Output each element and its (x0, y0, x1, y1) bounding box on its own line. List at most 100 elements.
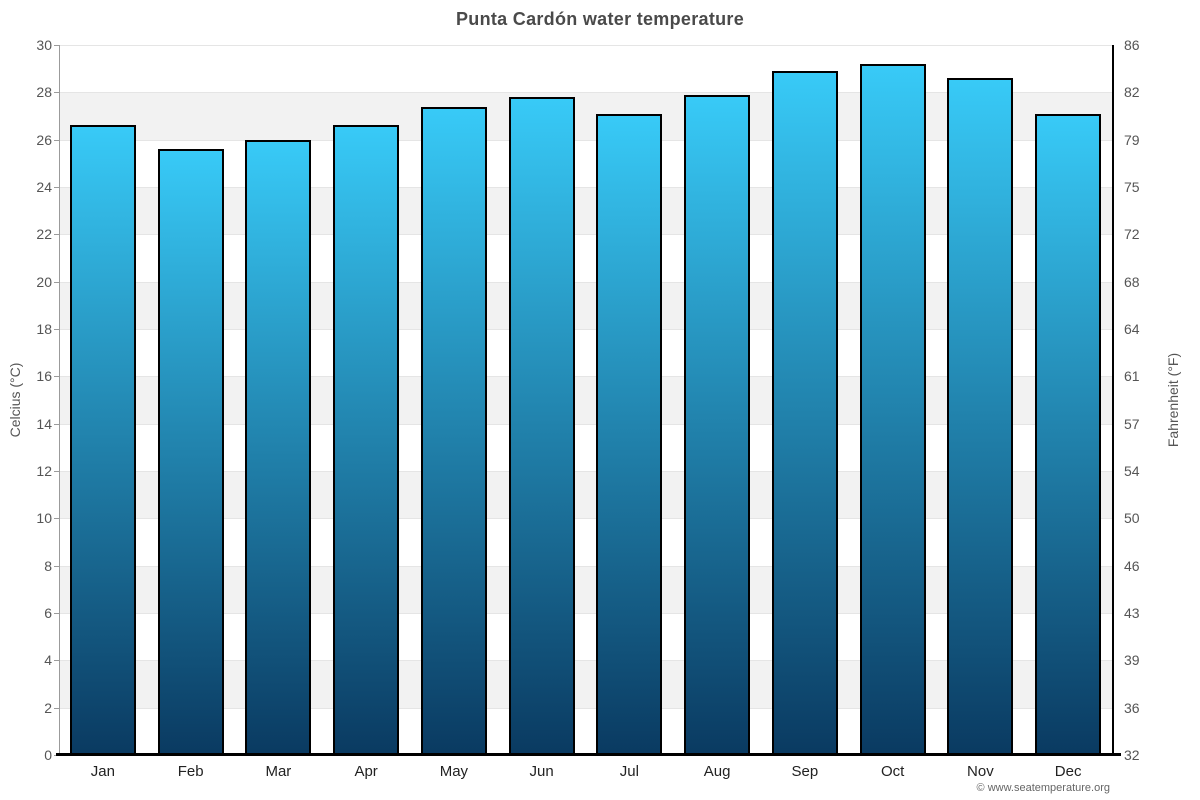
plot-band (59, 518, 1112, 566)
month-label-aug: Aug (703, 763, 731, 780)
celsius-tick-label: 4 (44, 652, 52, 669)
celsius-tick-mark (54, 139, 59, 141)
celsius-tick-label: 28 (36, 84, 52, 101)
bar-mar (245, 139, 312, 755)
celsius-tick-mark (54, 471, 59, 472)
gridline (59, 660, 1112, 662)
fahrenheit-tick-label: 75 (1124, 179, 1140, 195)
fahrenheit-tick-label: 36 (1124, 699, 1140, 716)
plot-band (59, 707, 1112, 755)
celsius-tick-mark (54, 423, 59, 425)
y-axis-line-celsius (59, 45, 60, 755)
plot-band (59, 660, 1112, 708)
plot-band (59, 613, 1112, 661)
x-axis-line (56, 753, 1121, 756)
celsius-tick-label: 0 (44, 747, 52, 763)
fahrenheit-tick-label: 46 (1124, 557, 1140, 574)
celsius-tick-label: 10 (36, 510, 52, 527)
gridline (59, 565, 1112, 567)
month-label-jan: Jan (90, 763, 115, 780)
celsius-tick-label: 30 (36, 37, 52, 53)
bar-feb (157, 149, 224, 755)
celsius-tick-label: 20 (36, 273, 52, 290)
fahrenheit-tick-label: 72 (1124, 226, 1140, 243)
plot-band (59, 234, 1112, 282)
celsius-tick-mark (54, 234, 59, 236)
month-label-apr: Apr (354, 763, 378, 780)
celsius-tick-mark (54, 376, 59, 378)
bar-jul (596, 113, 663, 755)
month-label-jul: Jul (619, 763, 639, 780)
celsius-tick-label: 16 (36, 368, 52, 385)
fahrenheit-tick-label: 43 (1124, 605, 1140, 621)
fahrenheit-tick-label: 82 (1124, 84, 1140, 101)
plot-band (59, 139, 1112, 187)
bar-oct (859, 63, 926, 755)
celsius-tick-label: 24 (36, 179, 52, 195)
celsius-tick-label: 8 (44, 557, 52, 574)
gridline (59, 187, 1112, 188)
gridline (59, 139, 1112, 141)
gridline (59, 92, 1112, 94)
fahrenheit-tick-label: 50 (1124, 510, 1140, 527)
celsius-tick-mark (54, 329, 59, 330)
bar-nov (947, 78, 1014, 755)
fahrenheit-tick-label: 39 (1124, 652, 1140, 669)
celsius-tick-mark (54, 565, 59, 567)
gridline (59, 329, 1112, 330)
gridline (59, 376, 1112, 378)
celsius-tick-label: 6 (44, 605, 52, 621)
bar-jun (508, 97, 575, 755)
month-label-mar: Mar (265, 763, 292, 780)
gridline (59, 423, 1112, 425)
celsius-tick-mark (54, 187, 59, 188)
fahrenheit-tick-label: 57 (1124, 415, 1140, 432)
y-axis-title-celsius: Celcius (°C) (7, 362, 23, 438)
plot-band (59, 281, 1112, 329)
plot-band (59, 565, 1112, 613)
bar-sep (771, 71, 838, 755)
fahrenheit-tick-label: 54 (1124, 463, 1140, 479)
gridline (59, 613, 1112, 614)
chart-title: Punta Cardón water temperature (455, 9, 745, 29)
celsius-tick-label: 18 (36, 321, 52, 337)
plot-band (59, 423, 1112, 471)
plot-band (59, 92, 1112, 140)
bar-apr (333, 125, 400, 755)
fahrenheit-tick-label: 32 (1124, 747, 1140, 763)
fahrenheit-tick-label: 64 (1124, 321, 1140, 337)
celsius-tick-label: 14 (36, 415, 52, 432)
bar-jan (69, 125, 136, 755)
fahrenheit-tick-label: 79 (1124, 131, 1140, 148)
celsius-tick-mark (54, 45, 59, 46)
y-axis-title-fahrenheit: Fahrenheit (°F) (1165, 352, 1181, 448)
gridline (59, 707, 1112, 709)
plot-band (59, 45, 1112, 93)
celsius-tick-label: 12 (36, 463, 52, 479)
month-label-may: May (439, 763, 469, 780)
gridline (59, 471, 1112, 472)
plot-area (59, 45, 1112, 755)
month-label-dec: Dec (1054, 763, 1082, 780)
celsius-tick-mark (54, 92, 59, 94)
month-label-sep: Sep (791, 763, 819, 780)
gridline (59, 281, 1112, 283)
y-axis-line-fahrenheit (1112, 45, 1114, 755)
celsius-tick-mark (54, 613, 59, 614)
celsius-tick-label: 22 (36, 226, 52, 243)
celsius-tick-mark (54, 281, 59, 283)
month-label-oct: Oct (880, 763, 905, 780)
plot-band (59, 329, 1112, 377)
fahrenheit-tick-label: 68 (1124, 273, 1140, 290)
bar-aug (684, 94, 751, 755)
fahrenheit-tick-label: 86 (1124, 37, 1140, 53)
celsius-tick-label: 26 (36, 131, 52, 148)
bar-may (420, 106, 487, 755)
bar-dec (1035, 113, 1102, 755)
month-label-nov: Nov (967, 763, 994, 780)
plot-band (59, 187, 1112, 235)
plot-band (59, 471, 1112, 519)
celsius-tick-mark (54, 707, 59, 709)
celsius-tick-mark (54, 660, 59, 662)
celsius-tick-mark (54, 518, 59, 520)
